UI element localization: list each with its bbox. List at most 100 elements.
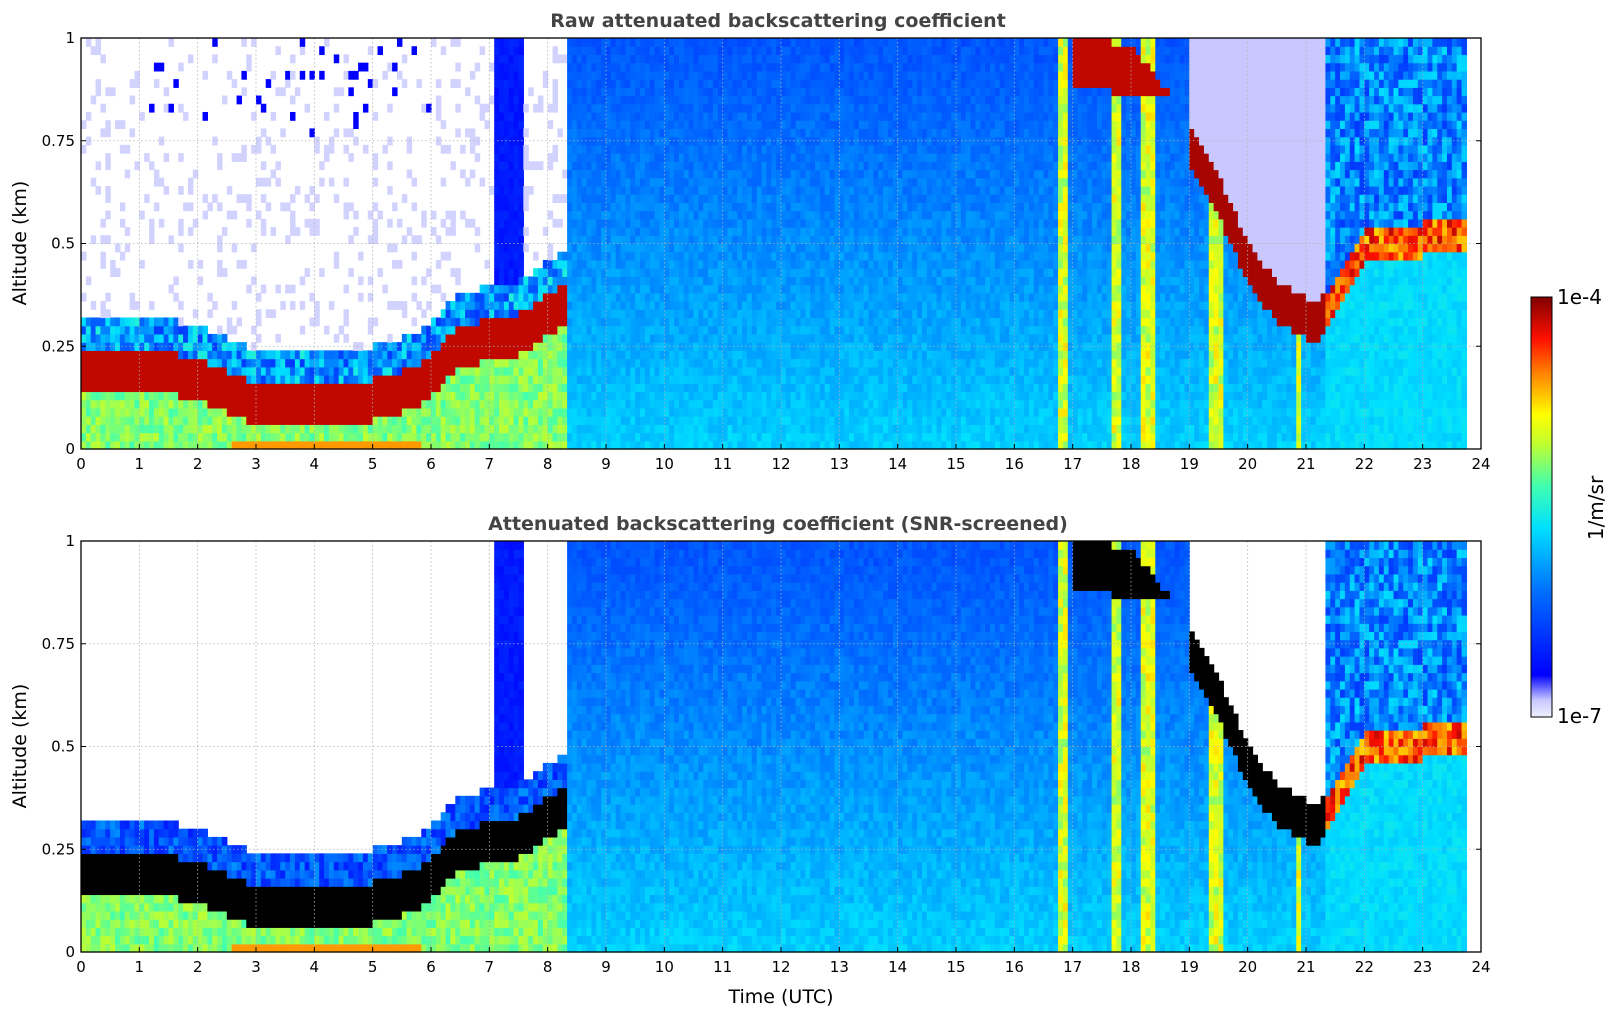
heatmap-cell: [737, 284, 743, 294]
heatmap-cell: [246, 440, 252, 450]
heatmap-cell: [819, 358, 826, 368]
heatmap-cell: [265, 202, 272, 212]
heatmap-cell: [591, 259, 597, 269]
heatmap-cell: [260, 391, 267, 401]
heatmap-cell: [688, 194, 695, 203]
heatmap-cell: [683, 375, 690, 384]
heatmap-cell: [819, 235, 826, 245]
heatmap-cell: [192, 391, 199, 401]
heatmap-cell: [678, 259, 685, 269]
heatmap-cell: [547, 251, 554, 261]
heatmap-cell: [265, 383, 272, 393]
heatmap-cell: [800, 309, 806, 319]
heatmap-cell: [115, 120, 121, 130]
heatmap-cell: [601, 144, 607, 154]
heatmap-cell: [358, 407, 364, 417]
heatmap-cell: [246, 432, 252, 442]
heatmap-cell: [139, 424, 145, 434]
heatmap-cell: [630, 301, 636, 310]
heatmap-cell: [358, 383, 364, 393]
heatmap-cell: [290, 210, 296, 220]
heatmap-cell: [518, 375, 524, 384]
heatmap-cell: [776, 416, 782, 425]
heatmap-cell: [319, 391, 325, 401]
heatmap-cell: [742, 235, 748, 245]
heatmap-cell: [644, 301, 651, 310]
heatmap-cell: [610, 218, 617, 228]
heatmap-cell: [129, 79, 136, 88]
heatmap-cell: [688, 259, 695, 269]
heatmap-cell: [742, 70, 748, 80]
heatmap-cell: [620, 227, 627, 236]
heatmap-cell: [562, 342, 568, 351]
heatmap-cell: [781, 259, 787, 269]
heatmap-cell: [377, 416, 383, 425]
heatmap-cell: [708, 333, 714, 343]
heatmap-cell: [494, 317, 500, 327]
heatmap-cell: [105, 185, 111, 195]
heatmap-cell: [819, 185, 826, 195]
heatmap-cell: [659, 103, 665, 113]
heatmap-cell: [693, 333, 699, 343]
heatmap-cell: [815, 103, 821, 113]
heatmap-cell: [771, 54, 777, 64]
heatmap-cell: [766, 62, 772, 72]
heatmap-cell: [518, 227, 524, 236]
heatmap-cell: [435, 325, 442, 335]
heatmap-cell: [508, 111, 515, 121]
heatmap-cell: [280, 424, 286, 434]
heatmap-cell: [567, 235, 573, 245]
heatmap-cell: [751, 185, 758, 195]
heatmap-cell: [727, 284, 733, 294]
heatmap-cell: [742, 259, 748, 269]
heatmap-cell: [440, 342, 447, 351]
heatmap-cell: [270, 424, 277, 434]
heatmap-cell: [460, 325, 466, 335]
heatmap-cell: [401, 399, 408, 409]
heatmap-cell: [606, 218, 612, 228]
heatmap-cell: [815, 95, 821, 105]
heatmap-cell: [484, 292, 490, 302]
heatmap-cell: [183, 440, 189, 450]
heatmap-cell: [810, 227, 816, 236]
heatmap-cell: [256, 407, 262, 417]
heatmap-cell: [567, 79, 573, 88]
heatmap-cell: [732, 87, 738, 97]
heatmap-cell: [785, 432, 792, 442]
heatmap-cell: [776, 161, 782, 171]
heatmap-cell: [771, 79, 777, 88]
heatmap-cell: [416, 375, 422, 384]
heatmap-cell: [294, 440, 301, 450]
heatmap-cell: [596, 276, 602, 286]
heatmap-cell: [241, 383, 247, 393]
heatmap-cell: [703, 440, 709, 450]
heatmap-cell: [484, 259, 490, 269]
heatmap-cell: [256, 358, 262, 368]
heatmap-cell: [586, 46, 593, 56]
heatmap-cell: [557, 301, 563, 310]
heatmap-cell: [678, 194, 685, 203]
heatmap-cell: [669, 70, 675, 80]
heatmap-cell: [815, 218, 821, 228]
heatmap-cell: [625, 128, 631, 138]
heatmap-cell: [746, 301, 753, 310]
heatmap-cell: [503, 54, 510, 64]
heatmap-cell: [805, 243, 811, 253]
heatmap-cell: [202, 440, 208, 450]
heatmap-cell: [829, 120, 836, 130]
heatmap-cell: [411, 292, 418, 302]
heatmap-cell: [581, 87, 588, 97]
heatmap-cell: [479, 399, 486, 409]
heatmap-cell: [635, 366, 641, 376]
heatmap-cell: [693, 284, 699, 294]
heatmap-cell: [703, 366, 709, 376]
heatmap-cell: [309, 350, 315, 360]
heatmap-cell: [722, 391, 729, 401]
heatmap-cell: [508, 268, 515, 277]
heatmap-cell: [265, 366, 272, 376]
heatmap-cell: [698, 243, 704, 253]
heatmap-cell: [640, 111, 646, 121]
heatmap-cell: [343, 202, 349, 212]
heatmap-cell: [241, 407, 247, 417]
heatmap-cell: [610, 333, 617, 343]
